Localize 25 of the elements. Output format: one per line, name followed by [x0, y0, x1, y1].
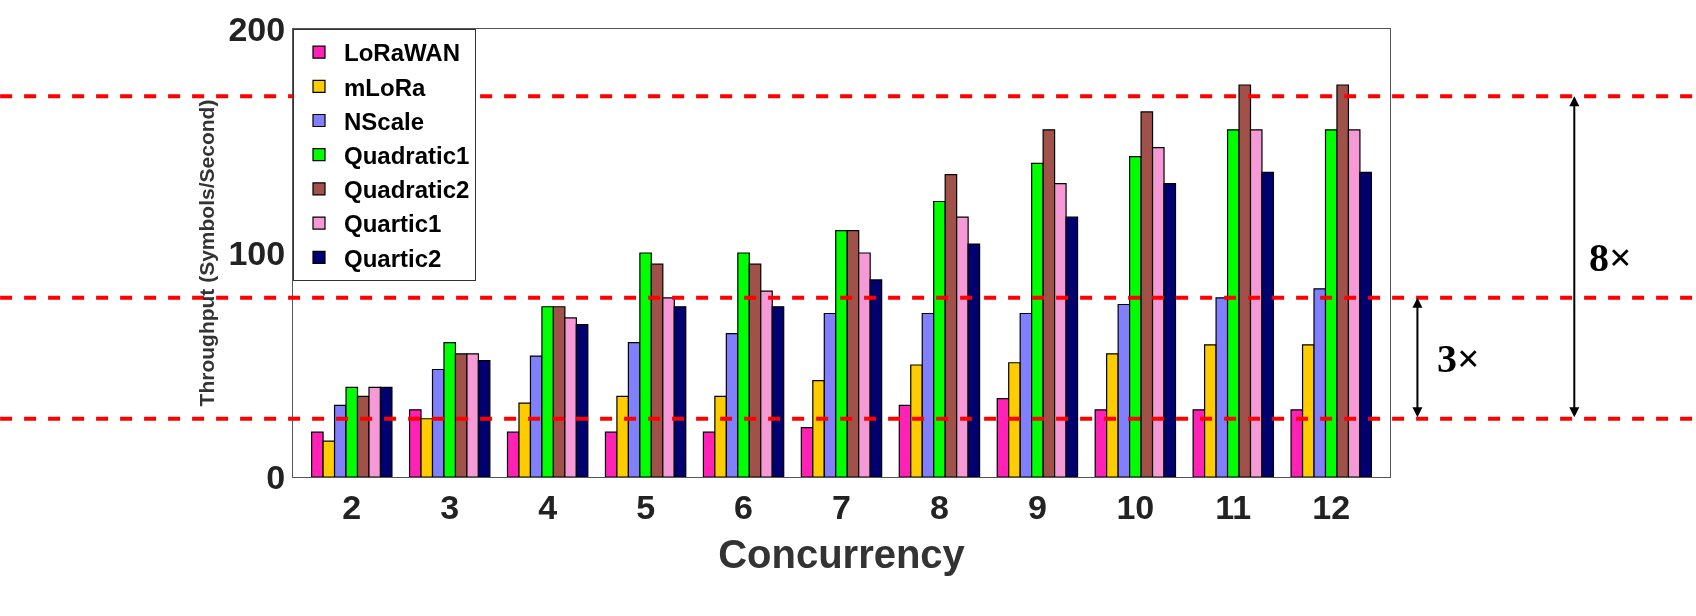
text: 3×: [1437, 336, 1480, 381]
text: 8×: [1589, 235, 1632, 280]
x-tick-label: 3: [440, 487, 460, 526]
y-tick-label: 100: [228, 233, 286, 272]
legend-label: Quartic1: [344, 210, 442, 238]
x-axis-title: Concurrency: [718, 532, 966, 577]
x-tick-label: 8: [929, 487, 949, 526]
legend-label: Quadratic1: [344, 142, 470, 170]
x-tick-label: 10: [1116, 487, 1155, 526]
x-tick-label: 12: [1312, 487, 1351, 526]
legend-label: mLoRa: [344, 73, 426, 101]
x-tick-label: 6: [734, 487, 754, 526]
x-tick-label: 11: [1215, 487, 1252, 526]
y-tick-label: 0: [266, 457, 286, 496]
legend-label: LoRaWAN: [344, 39, 460, 67]
x-tick-label: 4: [538, 487, 558, 526]
x-tick-label: 5: [636, 487, 656, 526]
legend-label: Quartic2: [344, 244, 442, 272]
y-axis-title: Throughput (Symbols/Second): [194, 99, 218, 407]
x-tick-label: 2: [342, 487, 362, 526]
legend-label: NScale: [344, 107, 425, 135]
legend-label: Quadratic2: [344, 176, 470, 204]
y-tick-label: 200: [228, 9, 286, 48]
x-tick-label: 7: [832, 487, 851, 526]
x-tick-label: 9: [1027, 487, 1047, 526]
